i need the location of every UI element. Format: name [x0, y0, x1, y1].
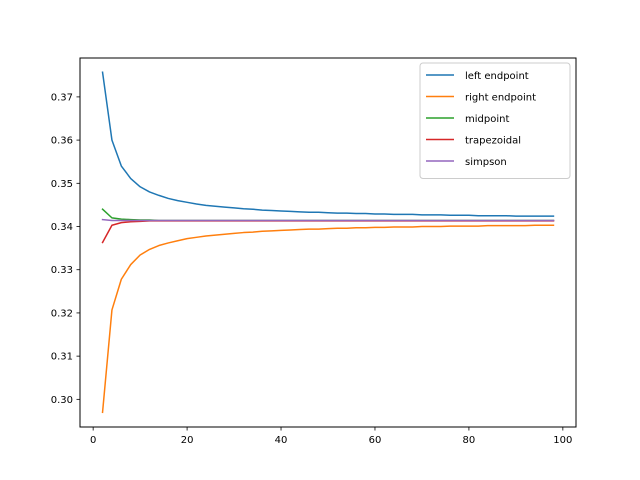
y-tick-label: 0.33 — [51, 265, 73, 276]
y-tick-label: 0.30 — [51, 395, 73, 406]
series-line-simpson — [101, 218, 555, 222]
legend-label: right endpoint — [465, 93, 536, 104]
y-tick-label: 0.32 — [51, 308, 73, 319]
y-tick-label: 0.31 — [51, 352, 73, 363]
legend-label: left endpoint — [465, 71, 529, 82]
x-tick-label: 40 — [275, 435, 288, 446]
plot-lines — [101, 71, 555, 414]
legend-label: simpson — [465, 157, 507, 168]
x-tick-label: 100 — [553, 435, 572, 446]
y-tick-label: 0.34 — [51, 222, 73, 233]
legend-label: midpoint — [465, 114, 509, 125]
x-tick-label: 20 — [181, 435, 194, 446]
series-line-left-endpoint — [101, 71, 555, 217]
legend: left endpoint right endpoint midpoint trape… — [419, 62, 571, 179]
y-axis: 0.30 0.31 0.32 0.33 0.34 0.35 0.36 0.37 — [51, 92, 80, 406]
x-tick-label: 60 — [369, 435, 382, 446]
axes-frame — [79, 57, 577, 428]
series-line-right-endpoint — [101, 224, 555, 414]
y-tick-label: 0.37 — [51, 92, 73, 103]
legend-label: trapezoidal — [465, 136, 521, 147]
y-tick-label: 0.35 — [51, 179, 73, 190]
x-tick-label: 0 — [90, 435, 96, 446]
legend-box — [419, 62, 571, 179]
y-tick-label: 0.36 — [51, 136, 73, 147]
x-tick-label: 80 — [463, 435, 476, 446]
x-axis: 0 20 40 60 80 100 — [90, 427, 572, 446]
